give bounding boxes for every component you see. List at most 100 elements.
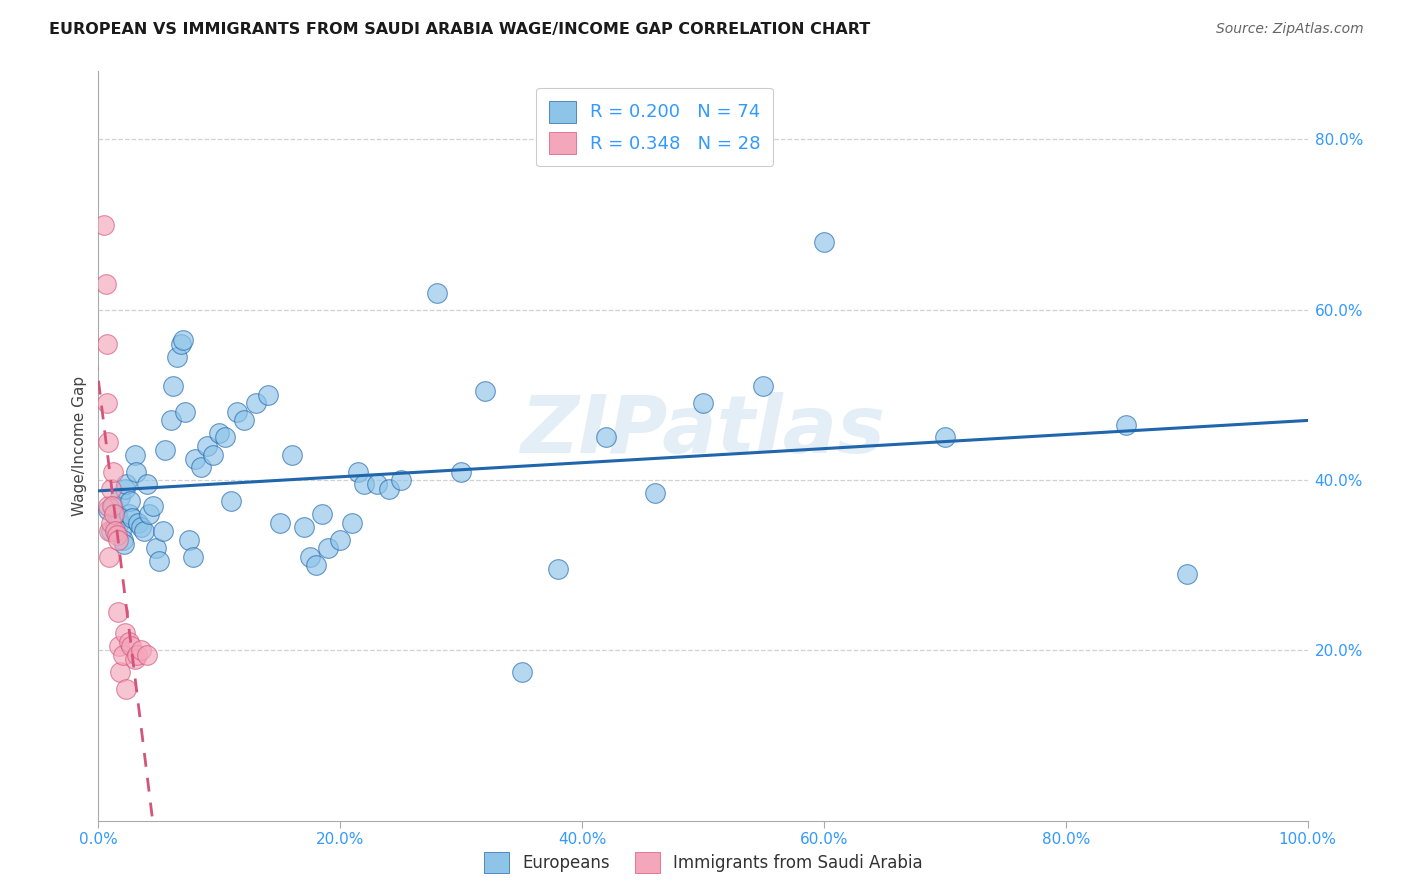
Point: [112, 537, 135, 551]
Point: [104, 524, 127, 538]
Point: [127, 516, 149, 530]
Text: ZIPatlas: ZIPatlas: [520, 392, 886, 470]
Point: [100, 482, 122, 496]
Point: [389, 473, 412, 487]
Point: [96, 336, 118, 351]
Point: [118, 507, 141, 521]
Point: [366, 477, 388, 491]
Point: [135, 477, 157, 491]
Point: [184, 451, 207, 466]
Point: [105, 507, 128, 521]
Point: [181, 549, 204, 564]
Point: [100, 516, 122, 530]
Point: [269, 516, 291, 530]
Point: [108, 490, 131, 504]
Point: [595, 430, 617, 444]
Legend: R = 0.200   N = 74, R = 0.348   N = 28: R = 0.200 N = 74, R = 0.348 N = 28: [536, 88, 773, 166]
Point: [104, 520, 127, 534]
Point: [124, 448, 146, 462]
Y-axis label: Wage/Income Gap: Wage/Income Gap: [72, 376, 87, 516]
Point: [121, 511, 143, 525]
Point: [353, 477, 375, 491]
Point: [1115, 417, 1137, 432]
Legend: Europeans, Immigrants from Saudi Arabia: Europeans, Immigrants from Saudi Arabia: [477, 846, 929, 880]
Point: [752, 379, 775, 393]
Point: [195, 439, 218, 453]
Point: [547, 562, 569, 576]
Point: [111, 533, 134, 547]
Point: [135, 648, 157, 662]
Point: [644, 486, 666, 500]
Point: [97, 499, 120, 513]
Point: [179, 533, 201, 547]
Point: [110, 524, 132, 538]
Point: [1175, 566, 1198, 581]
Point: [107, 511, 129, 525]
Point: [125, 465, 148, 479]
Point: [127, 648, 149, 662]
Point: [202, 448, 225, 462]
Point: [138, 507, 160, 521]
Point: [111, 648, 134, 662]
Point: [148, 554, 170, 568]
Point: [98, 549, 121, 564]
Point: [108, 665, 131, 679]
Point: [118, 635, 141, 649]
Point: [292, 520, 315, 534]
Point: [105, 528, 128, 542]
Point: [172, 333, 194, 347]
Point: [214, 430, 236, 444]
Point: [226, 405, 249, 419]
Point: [93, 218, 115, 232]
Point: [208, 426, 231, 441]
Point: [169, 336, 191, 351]
Point: [256, 388, 278, 402]
Point: [299, 549, 322, 564]
Point: [162, 379, 184, 393]
Point: [94, 277, 117, 292]
Point: [245, 396, 267, 410]
Point: [311, 507, 333, 521]
Text: Source: ZipAtlas.com: Source: ZipAtlas.com: [1216, 22, 1364, 37]
Point: [281, 448, 304, 462]
Point: [98, 524, 121, 538]
Point: [474, 384, 496, 398]
Point: [96, 396, 118, 410]
Point: [160, 413, 183, 427]
Point: [118, 494, 141, 508]
Point: [232, 413, 254, 427]
Point: [134, 524, 156, 538]
Point: [97, 434, 120, 449]
Point: [124, 652, 146, 666]
Point: [107, 605, 129, 619]
Point: [221, 494, 243, 508]
Point: [190, 460, 212, 475]
Point: [347, 465, 370, 479]
Point: [153, 443, 176, 458]
Point: [115, 681, 138, 696]
Point: [813, 235, 835, 249]
Point: [100, 524, 122, 538]
Point: [510, 665, 533, 679]
Point: [108, 639, 131, 653]
Point: [142, 499, 165, 513]
Point: [108, 516, 131, 530]
Point: [100, 499, 122, 513]
Point: [115, 477, 138, 491]
Point: [145, 541, 167, 556]
Point: [166, 350, 188, 364]
Point: [97, 503, 120, 517]
Point: [101, 465, 124, 479]
Point: [426, 285, 449, 300]
Point: [120, 639, 142, 653]
Point: [329, 533, 352, 547]
Text: EUROPEAN VS IMMIGRANTS FROM SAUDI ARABIA WAGE/INCOME GAP CORRELATION CHART: EUROPEAN VS IMMIGRANTS FROM SAUDI ARABIA…: [49, 22, 870, 37]
Point: [114, 482, 136, 496]
Point: [103, 507, 125, 521]
Point: [129, 643, 152, 657]
Point: [101, 499, 124, 513]
Point: [174, 405, 197, 419]
Point: [305, 558, 328, 573]
Point: [107, 533, 129, 547]
Point: [934, 430, 956, 444]
